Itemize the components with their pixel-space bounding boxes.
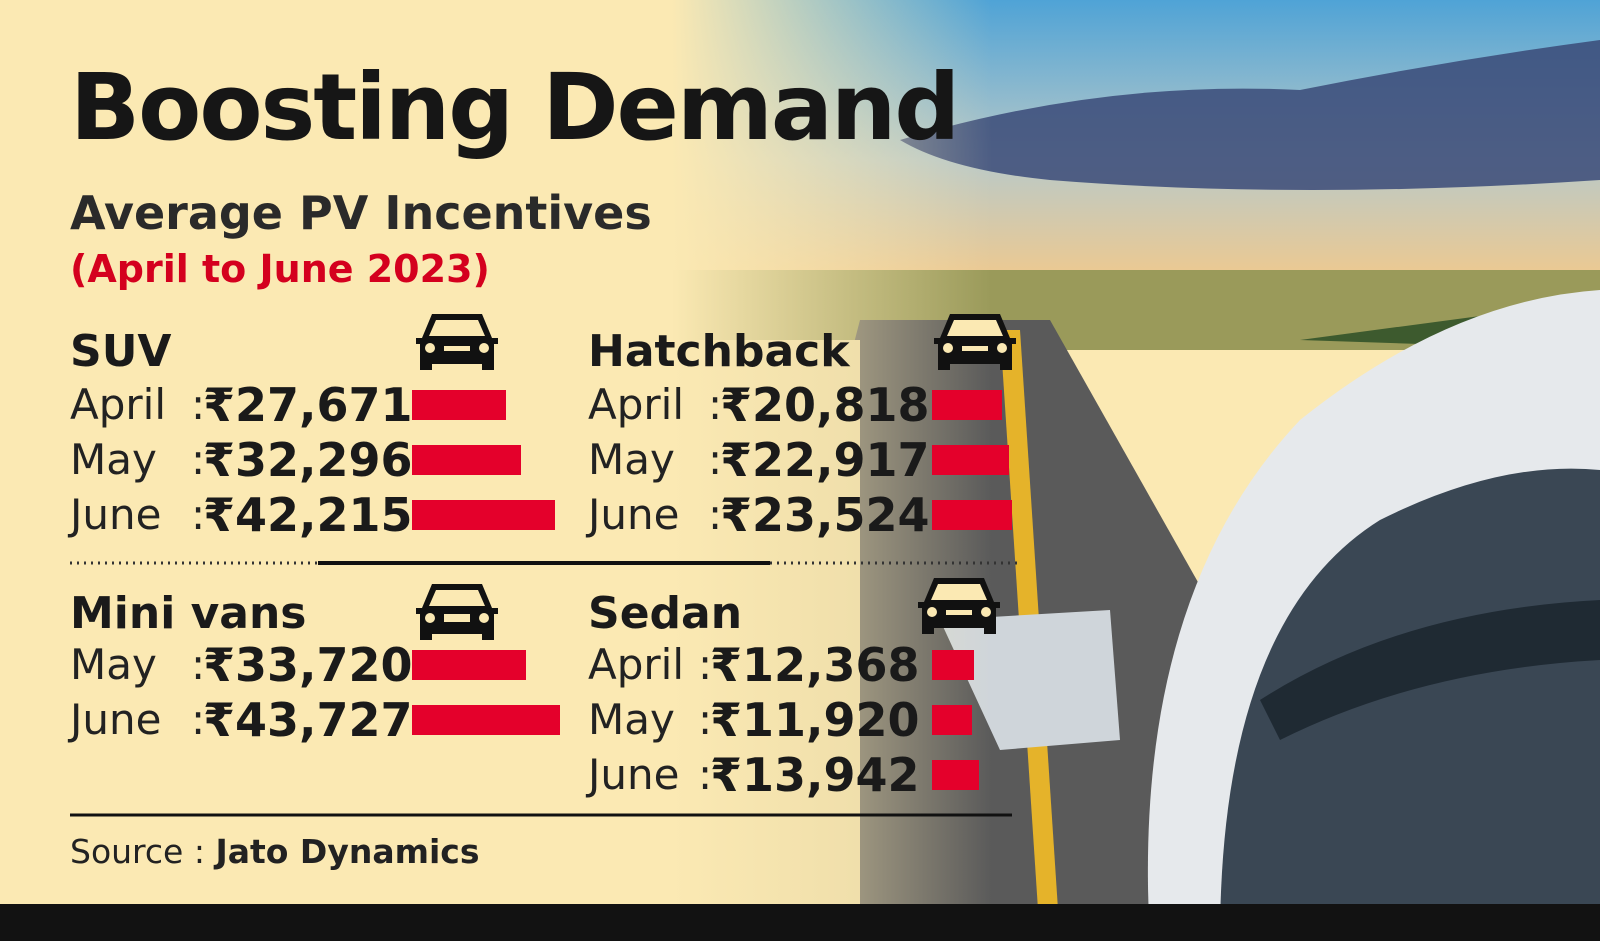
value-row: ₹42,215 (203, 490, 413, 540)
month-label: June (70, 695, 162, 744)
bar-row: June: (588, 750, 720, 800)
value-row: ₹23,524 (720, 490, 930, 540)
bar-row: June: (588, 490, 730, 540)
source-label: Source : (70, 832, 205, 871)
bar-row: April: (588, 380, 730, 430)
bar-row: June: (70, 695, 213, 745)
colon: : (698, 750, 713, 799)
bar-row: May: (70, 435, 213, 485)
month-label: April (70, 380, 166, 429)
data-label: ₹20,818 (720, 378, 930, 432)
bar (932, 650, 974, 680)
value-row: ₹27,671 (203, 380, 413, 430)
value-row: ₹43,727 (203, 695, 413, 745)
colon: : (708, 380, 723, 429)
data-label: ₹22,917 (720, 433, 930, 487)
bar-row: June: (70, 490, 213, 540)
chart-title: Boosting Demand (70, 54, 960, 161)
month-label: April (588, 640, 684, 689)
bar-row: April: (70, 380, 213, 430)
bar (932, 705, 973, 735)
colon: : (191, 490, 206, 539)
value-row: ₹11,920 (710, 695, 920, 745)
colon: : (698, 695, 713, 744)
month-label: May (70, 640, 157, 689)
month-label: May (70, 435, 157, 484)
data-label: ₹23,524 (720, 488, 930, 542)
month-label: May (588, 695, 675, 744)
month-label: June (70, 490, 162, 539)
bar (412, 705, 560, 735)
source-name: Jato Dynamics (215, 832, 480, 871)
panel-title: Mini vans (70, 588, 307, 639)
panel-title: SUV (70, 326, 172, 377)
colon: : (191, 695, 206, 744)
data-label: ₹12,368 (710, 638, 920, 692)
bar-row: April: (588, 640, 720, 690)
colon: : (191, 640, 206, 689)
month-label: June (588, 750, 680, 799)
panel-title: Sedan (588, 588, 743, 639)
bar-row: May: (588, 435, 730, 485)
bar (932, 500, 1012, 530)
data-label: ₹27,671 (203, 378, 413, 432)
car-front-icon (914, 572, 1004, 642)
value-row: ₹33,720 (203, 640, 413, 690)
bar (932, 760, 980, 790)
bar (412, 445, 522, 475)
chart-subtitle: Average PV Incentives (70, 186, 652, 240)
data-label: ₹43,727 (203, 693, 413, 747)
bottom-strip (0, 904, 1600, 941)
bar (932, 390, 1003, 420)
month-label: April (588, 380, 684, 429)
colon: : (191, 435, 206, 484)
source-note: Source : Jato Dynamics (70, 832, 480, 871)
car-front-icon (412, 308, 502, 378)
data-label: ₹42,215 (203, 488, 413, 542)
value-row: ₹22,917 (720, 435, 930, 485)
value-row: ₹12,368 (710, 640, 920, 690)
colon: : (698, 640, 713, 689)
bar (412, 650, 526, 680)
value-row: ₹20,818 (720, 380, 930, 430)
colon: : (191, 380, 206, 429)
value-row: ₹32,296 (203, 435, 413, 485)
data-label: ₹13,942 (710, 748, 920, 802)
bar-row: May: (588, 695, 720, 745)
value-row: ₹13,942 (710, 750, 920, 800)
bar-row: May: (70, 640, 213, 690)
data-label: ₹32,296 (203, 433, 413, 487)
colon: : (708, 490, 723, 539)
bar (932, 445, 1010, 475)
bar (412, 500, 555, 530)
data-label: ₹11,920 (710, 693, 920, 747)
bar (412, 390, 506, 420)
month-label: May (588, 435, 675, 484)
month-label: June (588, 490, 680, 539)
van-front-icon (412, 578, 502, 648)
car-front-icon (930, 308, 1020, 378)
panel-title: Hatchback (588, 326, 850, 377)
chart-period: (April to June 2023) (70, 247, 490, 291)
data-label: ₹33,720 (203, 638, 413, 692)
colon: : (708, 435, 723, 484)
